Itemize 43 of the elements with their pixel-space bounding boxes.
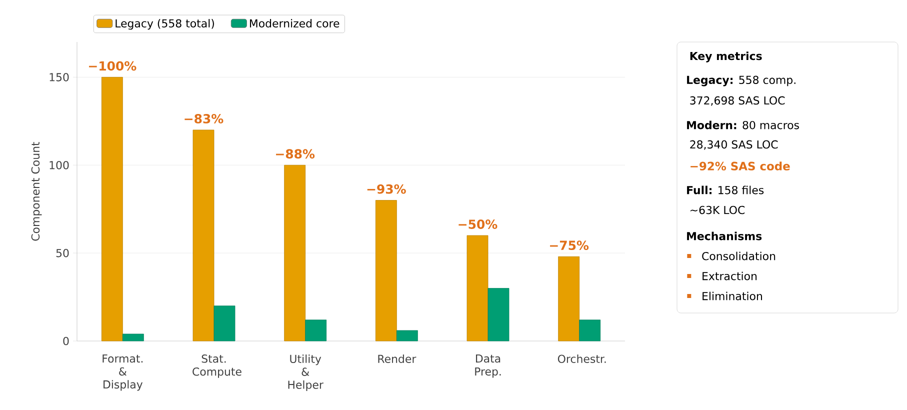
y-axis-title: Component Count [31,142,42,241]
bar [101,76,123,342]
text: ∼63K LOC [690,206,745,214]
text: Modern: 80 macros [687,120,799,130]
x-tick-label: Render [378,354,416,364]
x-tick-label: Utility & Helper [288,354,324,392]
y-tick-label: 50 [56,248,69,258]
y-tick-label: 150 [50,73,69,82]
y-tick-label: 100 [50,160,69,170]
y-tick-label: 0 [63,336,69,346]
text: Mechanisms [687,232,762,240]
text: Key metrics [690,52,762,62]
text: −92% SAS code [690,162,790,170]
bar [466,235,488,342]
bar [284,164,306,342]
x-tick-label: Stat. Compute [192,354,242,378]
x-tick-label: Data Prep. [475,354,501,378]
bar [305,320,327,342]
text: Elimination [702,292,762,300]
text: Legacy: 558 comp. [687,76,796,86]
annotation: −88% [276,149,315,159]
bar [579,320,601,342]
bar [396,330,418,342]
bar [122,334,144,342]
annotation: −83% [184,114,224,124]
annotation: −93% [367,184,406,194]
annotation: −50% [458,220,498,229]
x-tick-label: Format. & Display [102,354,143,391]
x-tick-label: Orchestr. [558,354,606,364]
annotation: −75% [550,240,589,250]
annotation: −100% [89,61,136,71]
bar [375,200,397,342]
bar [192,130,214,342]
legend-label: Legacy (558 total) [116,19,214,30]
text: Consolidation [702,252,776,260]
text: 28,340 SAS LOC [690,140,778,150]
bar [558,256,580,342]
text: Full: 158 files [687,186,764,194]
bar [214,306,236,342]
text: Extraction [702,272,757,280]
bar [488,288,510,342]
text: 372,698 SAS LOC [690,96,785,106]
legend-label: Modernized core [250,19,340,28]
